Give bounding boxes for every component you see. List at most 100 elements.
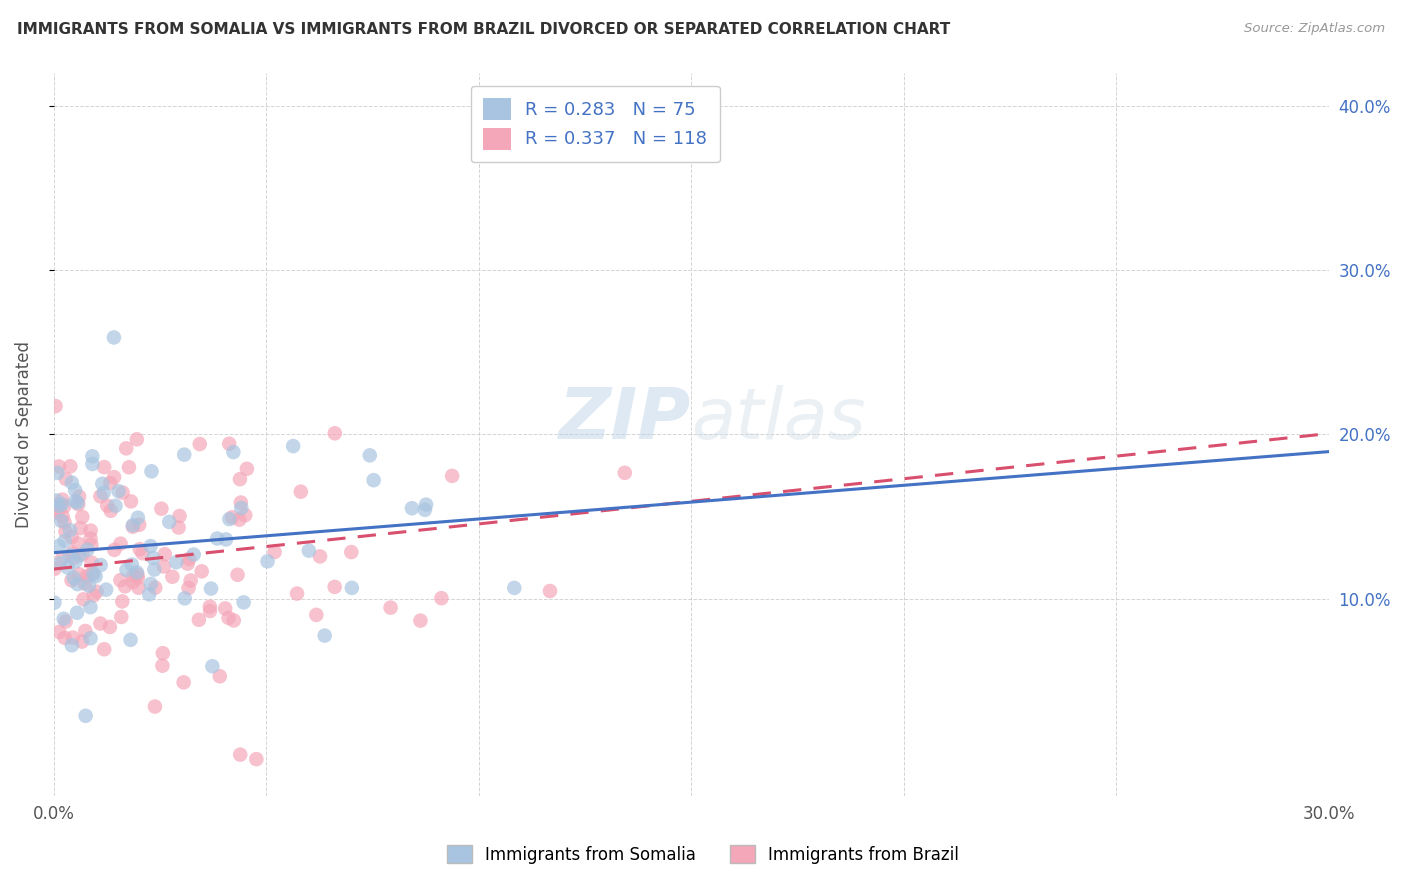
Point (96, 499, 118, 513)
Point (122, 518, 145, 533)
Point (83, 588, 105, 602)
Point (51, 492, 73, 507)
Point (62, 571, 84, 585)
Point (53, 500, 76, 514)
Point (110, 536, 132, 550)
Point (115, 442, 138, 456)
Point (48, 459, 70, 474)
Point (139, 577, 162, 591)
Point (79, 600, 101, 615)
Point (128, 517, 150, 532)
Point (59, 459, 82, 474)
Point (152, 646, 174, 660)
Point (65, 554, 87, 568)
Point (93, 486, 115, 500)
Point (48, 539, 70, 553)
Point (72, 592, 94, 607)
Point (70, 634, 93, 648)
Point (111, 594, 134, 608)
Point (67, 497, 90, 511)
Point (93, 460, 115, 475)
Point (413, 503, 436, 517)
Point (309, 549, 332, 564)
Point (110, 573, 132, 587)
Point (176, 557, 198, 571)
Point (55, 524, 77, 539)
Point (73, 576, 96, 591)
Point (91, 476, 114, 491)
Point (131, 546, 153, 560)
Point (222, 445, 245, 459)
Point (67, 549, 90, 563)
Point (503, 581, 526, 595)
Point (221, 510, 243, 524)
Point (60, 574, 83, 588)
Point (121, 519, 143, 533)
Point (98, 476, 121, 491)
Point (263, 545, 285, 559)
Point (281, 439, 304, 453)
Point (173, 448, 195, 462)
Point (218, 611, 240, 625)
Point (48, 499, 70, 513)
Point (67, 567, 90, 582)
Point (80, 556, 103, 570)
Point (49, 556, 72, 570)
Point (82, 457, 104, 471)
Point (430, 591, 453, 606)
Point (198, 604, 221, 618)
Point (139, 539, 162, 553)
Legend: R = 0.283   N = 75, R = 0.337   N = 118: R = 0.283 N = 75, R = 0.337 N = 118 (471, 86, 720, 162)
Point (48, 504, 70, 518)
Point (77, 579, 100, 593)
Point (380, 600, 402, 615)
Point (141, 464, 163, 478)
Point (82, 450, 104, 464)
Point (52, 509, 75, 524)
Point (125, 566, 148, 580)
Point (183, 548, 205, 562)
Point (103, 542, 125, 557)
Point (122, 568, 145, 582)
Point (100, 504, 122, 518)
Point (256, 554, 278, 568)
Point (127, 571, 149, 585)
Point (84, 569, 107, 583)
Point (52, 612, 75, 626)
Point (285, 586, 308, 600)
Point (314, 629, 336, 643)
Point (125, 433, 148, 447)
Point (226, 567, 249, 582)
Point (80, 538, 103, 552)
Point (46, 498, 69, 512)
Point (127, 567, 149, 582)
Point (245, 752, 267, 766)
Point (138, 587, 160, 601)
Point (236, 462, 259, 476)
Point (215, 533, 238, 547)
Point (190, 565, 212, 579)
Point (143, 581, 166, 595)
Point (53, 631, 76, 645)
Point (165, 555, 187, 569)
Point (66, 495, 89, 509)
Point (233, 508, 256, 523)
Point (75, 569, 97, 583)
Point (60, 475, 83, 490)
Point (103, 330, 125, 344)
Point (115, 563, 138, 577)
Point (298, 543, 321, 558)
Point (177, 581, 200, 595)
Point (62, 631, 84, 645)
Point (290, 484, 312, 499)
Point (188, 437, 211, 451)
Point (153, 547, 176, 561)
Point (98, 620, 121, 634)
Point (89, 616, 111, 631)
Point (157, 515, 180, 529)
Point (111, 485, 134, 500)
Point (56, 560, 79, 574)
Point (120, 494, 142, 508)
Point (222, 614, 245, 628)
Point (179, 552, 201, 566)
